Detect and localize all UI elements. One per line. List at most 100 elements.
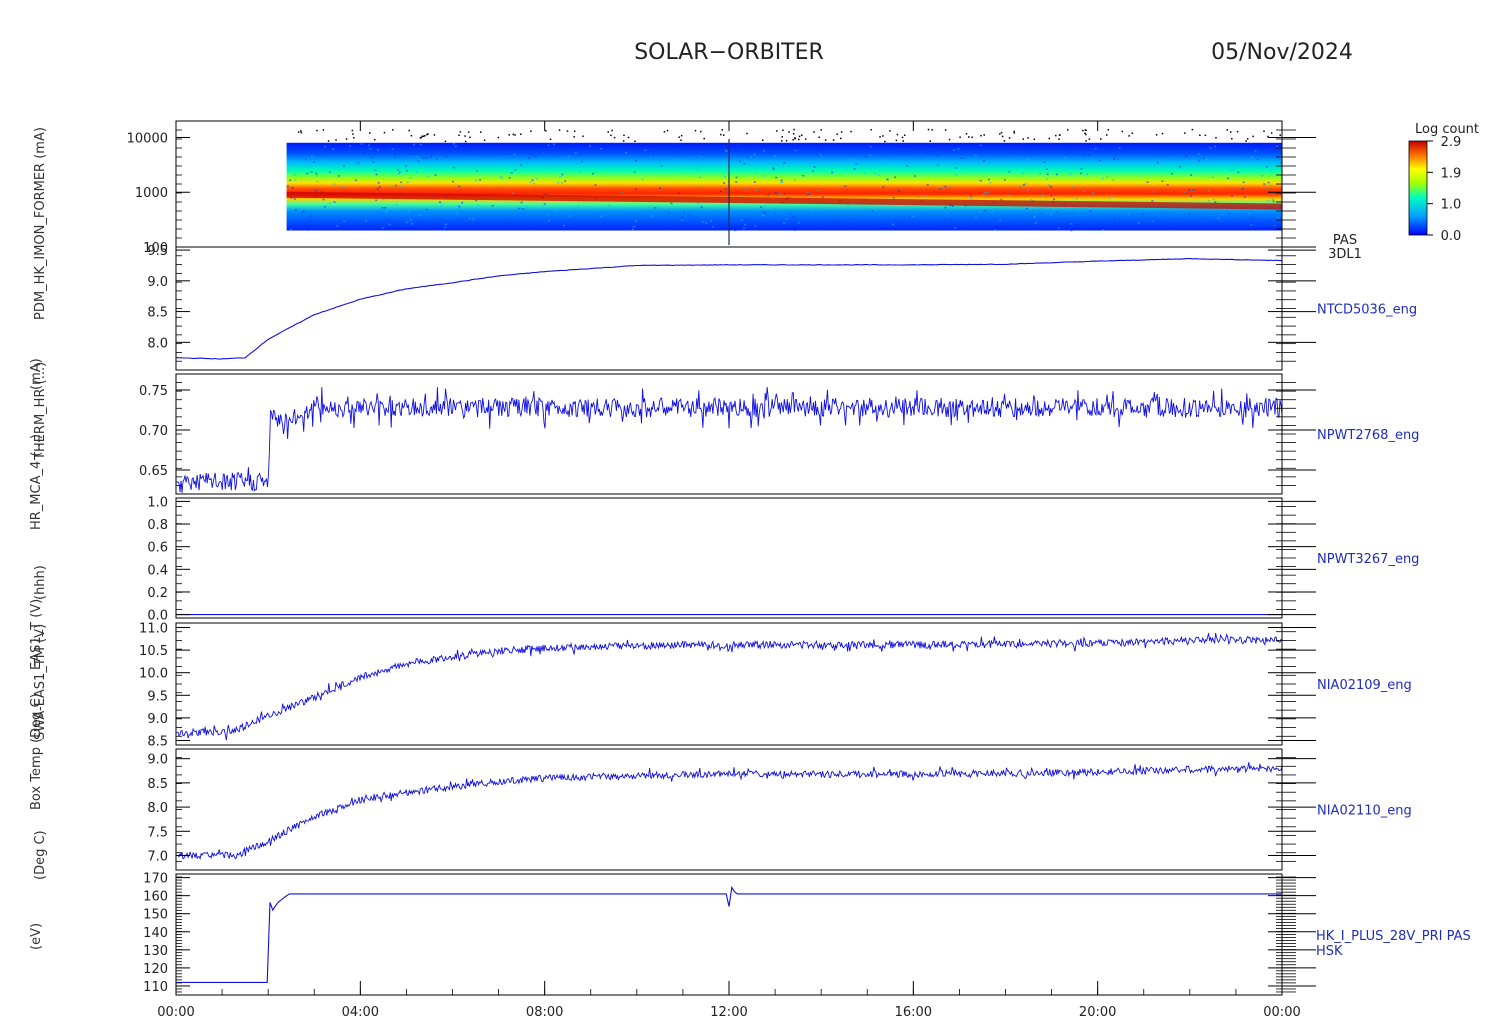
spectrogram-speck [461,201,464,204]
spectrogram-speck [320,191,323,193]
spectrogram-speck [668,212,671,214]
spectrogram-speck [533,163,536,166]
spectrogram-speck [372,161,375,163]
spectrogram-speck [310,171,313,173]
spectrogram-speck [539,151,542,153]
spectrogram-speck [979,179,982,182]
spectrogram-speck [438,201,441,204]
spectrogram-speck [798,160,801,162]
spectrogram-dot [680,139,682,141]
spectrogram-dot [545,130,547,132]
spectrogram-dot [1161,132,1164,135]
spectrogram-speck [406,221,409,224]
spectrogram-speck [952,149,955,151]
panel-NPWT2768: 0.75 0.70 0.65 NPWT2768_eng [139,373,1419,495]
colorbar: Log count 2.9 1.9 1.0 0.0 [1408,122,1479,244]
spectrogram-speck [291,187,294,189]
spectrogram-speck [831,171,834,174]
spectrogram-speck [939,187,942,189]
spectrogram-speck [1068,167,1071,169]
spectrogram-speck [797,222,800,224]
spectrogram-dot [882,135,884,137]
spectrogram-speck [357,162,360,164]
spectrogram-speck [670,202,673,205]
spectrogram-speck [760,206,763,208]
spectrogram-dot [1231,137,1233,140]
spectrogram-speck [1046,212,1049,215]
spectrogram-speck [445,155,448,158]
chart-title: SOLAR−ORBITER [634,40,824,65]
y-tick-label: 170 [143,872,168,887]
spectrogram-speck [563,224,566,227]
spectrogram-speck [1034,222,1037,224]
spectrogram-dot [680,134,683,137]
spectrogram-dot [931,129,933,131]
y-axis-label: PDM_HK_IMON_FORMER (mA) [33,127,48,320]
spectrogram-speck [543,203,546,205]
panel-frame [175,246,1283,371]
spectrogram-speck [1142,213,1145,216]
spectrogram-speck [391,148,394,150]
spectrogram-speck [548,219,551,222]
spectrogram-speck [1045,168,1048,171]
spectrogram-speck [681,219,684,221]
spectrogram-dot [1246,137,1249,140]
spectrogram-speck [1271,198,1274,201]
spectrogram-speck [293,198,296,200]
spectrogram-speck [448,151,451,153]
spectrogram-speck [1237,171,1240,173]
spectrogram-dot [965,133,968,135]
spectrogram-speck [475,199,478,202]
spectrogram-speck [1205,158,1208,160]
spectrogram-speck [932,150,935,153]
spectrogram-speck [1036,223,1039,226]
spectrogram-speck [960,157,963,160]
spectrogram-speck [892,197,895,199]
y-axis-label: (eV) [29,923,44,950]
spectrogram-dot [896,133,899,136]
spectrogram-speck [773,212,776,215]
spectrogram-speck [416,156,419,158]
spectrogram-speck [338,220,341,222]
spectrogram-speck [395,184,398,187]
spectrogram-speck [772,148,775,150]
spectrogram-speck [599,215,602,217]
y-tick-label: 150 [143,908,168,923]
spectrogram-speck [1276,145,1279,147]
spectrogram-dot [582,135,584,137]
spectrogram-speck [1041,193,1044,196]
spectrogram-speck [295,209,298,211]
spectrogram-speck [749,164,752,167]
spectrogram-speck [818,155,821,157]
y-tick-label: 11.0 [139,622,168,637]
spectrogram-speck [385,211,388,213]
panel-HK_I_PLUS_28V_PRI: 170 160 150 140 130 120 110 HK_I_PLUS_28V_PRI P… [143,872,1471,996]
spectrogram-speck [435,158,438,160]
spectrogram-speck [979,211,982,213]
spectrogram-speck [532,182,535,185]
spectrogram-speck [957,148,960,150]
spectrogram-speck [1099,159,1102,162]
spectrogram-speck [873,210,876,212]
spectrogram-speck [1166,184,1169,186]
spectrogram-dot [353,137,355,139]
spectrogram-speck [735,144,738,146]
panel-NTCD5036: 9.5 9.0 8.5 8.0 NTCD5036_eng [147,244,1417,371]
spectrogram-dot [383,131,386,134]
spectrogram-dot [703,137,705,140]
spectrogram-dot [902,140,904,142]
spectrogram-dot [836,133,838,135]
spectrogram-speck [627,207,630,209]
spectrogram-dot [999,133,1001,135]
spectrogram-speck [579,170,582,173]
spectrogram-speck [927,225,930,227]
spectrogram-speck [514,169,517,171]
spectrogram-dot [1085,133,1087,136]
spectrogram-speck [1127,213,1130,216]
spectrogram-speck [723,182,726,184]
spectrogram-dot [610,134,612,137]
spectrogram-speck [845,168,848,171]
spectrogram-dot [607,131,610,133]
spectrogram-speck [1049,186,1052,188]
spectrogram-speck [659,165,662,168]
